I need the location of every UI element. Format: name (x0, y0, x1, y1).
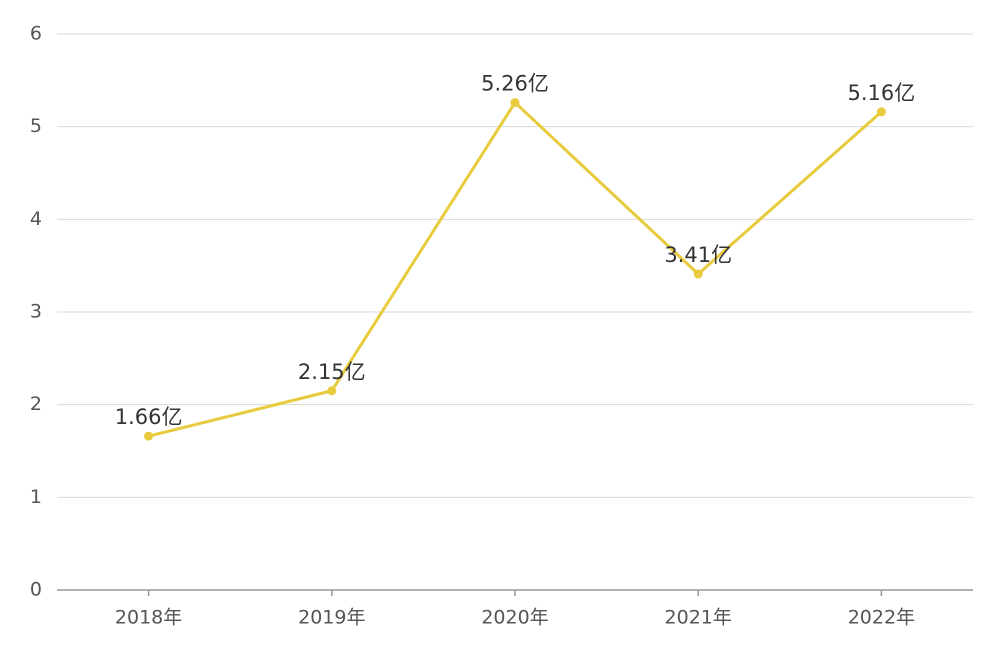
value-label: 2.15亿 (298, 360, 366, 384)
y-tick-label: 6 (30, 23, 42, 45)
point (876, 107, 886, 117)
y-tick-label: 0 (30, 579, 42, 601)
x-tick-label: 2022年 (848, 607, 915, 629)
x-tick-label: 2020年 (481, 607, 548, 629)
y-tick-label: 3 (30, 301, 42, 323)
x-tick-label: 2021年 (665, 607, 732, 629)
y-tick-label: 1 (30, 486, 42, 508)
line (148, 100, 883, 438)
point (693, 269, 703, 279)
value-label: 5.16亿 (848, 81, 916, 105)
x-tick-label: 2018年 (115, 607, 182, 629)
y-tick-label: 5 (30, 115, 42, 137)
point (327, 386, 337, 396)
point (144, 431, 154, 441)
y-tick-label: 2 (30, 393, 42, 415)
value-label: 3.41亿 (664, 243, 732, 267)
y-tick-label: 4 (30, 208, 42, 230)
point (510, 98, 520, 108)
value-label: 5.26亿 (481, 72, 549, 96)
x-tick-label: 2019年 (298, 607, 365, 629)
value-label: 1.66亿 (115, 405, 183, 429)
